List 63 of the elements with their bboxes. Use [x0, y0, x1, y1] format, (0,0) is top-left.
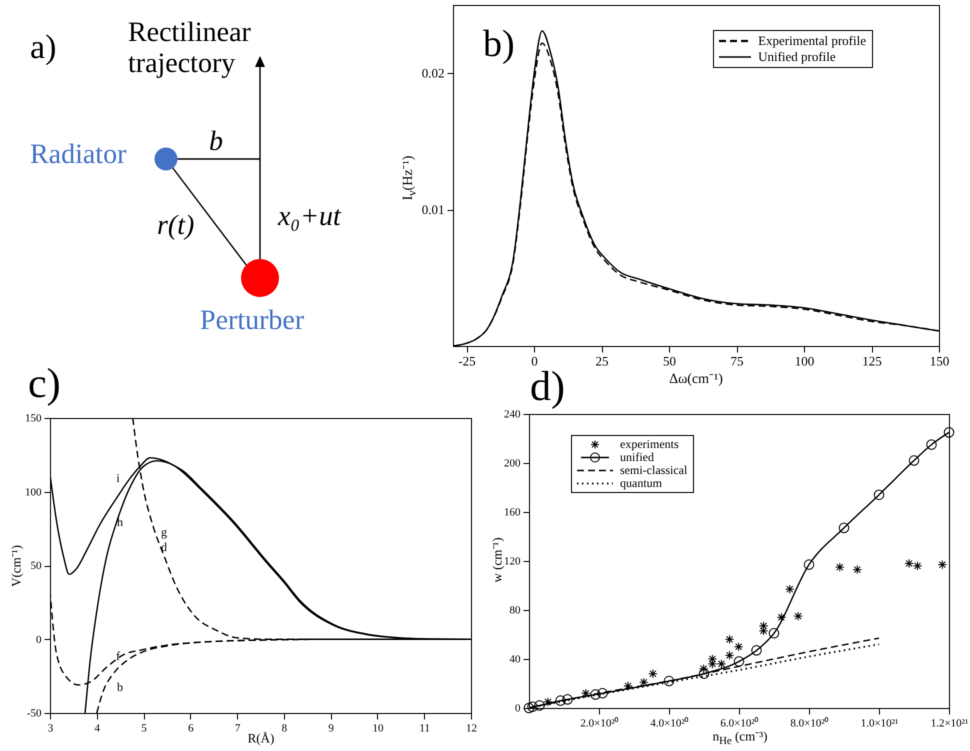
- text: a): [30, 29, 56, 66]
- text: x₀+ut: [278, 201, 341, 232]
- x-tick-label: 100: [794, 354, 814, 368]
- legend-label: Unified profile: [758, 48, 836, 64]
- legend-label: Experimental profile: [758, 32, 866, 48]
- x-tick-label: 12: [466, 722, 477, 734]
- x-tick-label: -25: [458, 354, 476, 368]
- y-tick-label: 150: [25, 412, 42, 424]
- annotation: d: [161, 540, 167, 554]
- x-tick-label: 125: [862, 354, 882, 368]
- y-tick-label: -50: [26, 708, 42, 720]
- y-tick-label: 80: [510, 604, 521, 616]
- x-tick-label: 75: [730, 354, 744, 368]
- y-tick-label: 0: [36, 634, 42, 646]
- text: r(t): [157, 210, 194, 241]
- y-tick-label: 100: [25, 486, 42, 498]
- x-tick-label: 4.0×10²⁰: [650, 716, 689, 730]
- legend-label: experiments: [620, 436, 679, 452]
- x-tick-label: 6: [188, 722, 194, 734]
- legend-label: quantum: [620, 476, 662, 490]
- y-tick-label: 120: [504, 556, 521, 568]
- chart-title: c): [28, 361, 61, 407]
- x-tick-label: 2.0×10²⁰: [580, 716, 619, 730]
- y-tick-label: 240: [504, 408, 521, 420]
- x-tick-label: 7: [234, 722, 241, 734]
- x-tick-label: 25: [596, 354, 608, 368]
- x-tick-label: 9: [328, 722, 334, 734]
- x-axis-title: n$_{He}$ (cm⁻³): [712, 728, 768, 747]
- y-tick-label: 40: [510, 654, 521, 666]
- x-tick-label: 3: [48, 722, 54, 734]
- x-tick-label: 1.0×10²¹: [860, 718, 898, 730]
- text: b): [483, 23, 515, 65]
- text: Radiator: [30, 139, 126, 170]
- y-tick-label: 0: [515, 702, 521, 714]
- x-tick-label: 1.2×10²¹: [930, 718, 968, 730]
- y-axis-title: w (cm⁻¹): [490, 537, 504, 583]
- y-tick-label: 200: [504, 458, 521, 470]
- y-tick-label: 50: [30, 560, 42, 572]
- annotation: f: [116, 649, 120, 663]
- x-tick-label: 8.0×10²⁰: [790, 716, 829, 730]
- y-tick-label: 0.01: [422, 202, 444, 218]
- annotation: g: [161, 525, 167, 539]
- x-tick-label: 11: [419, 722, 430, 734]
- x-tick-label: 10: [372, 722, 384, 734]
- text: b: [209, 126, 223, 157]
- x-tick-label: 150: [930, 354, 950, 368]
- x-tick-label: 50: [663, 354, 676, 368]
- x-axis-title: Δω(cm⁻¹): [669, 372, 723, 387]
- x-tick-label: 8: [282, 722, 288, 734]
- x-axis-title: R(Å): [248, 730, 274, 746]
- y-tick-label: 160: [504, 506, 521, 518]
- annotation: b: [117, 680, 123, 694]
- annotation: h: [117, 515, 123, 529]
- text: Rectilinear trajectory: [128, 17, 252, 79]
- y-axis-title: V(cm⁻¹): [8, 545, 24, 587]
- x-tick-label: 5: [141, 722, 148, 734]
- legend-label: semi-classical: [620, 462, 688, 478]
- x-tick-label: 6.0×10²⁰: [720, 716, 759, 730]
- y-tick-label: 0.02: [422, 66, 444, 81]
- annotation: i: [116, 471, 120, 485]
- x-tick-label: 4: [94, 722, 101, 734]
- legend-label: unified: [620, 450, 654, 464]
- text: Perturber: [200, 305, 304, 336]
